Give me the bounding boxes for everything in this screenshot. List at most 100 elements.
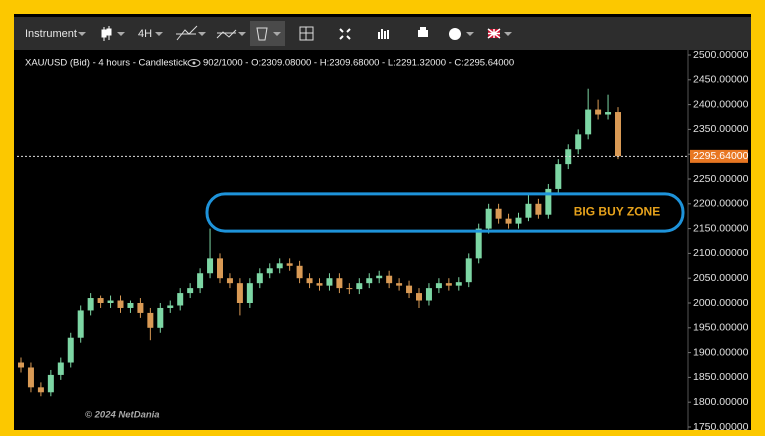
- volume-icon[interactable]: [378, 29, 389, 39]
- indicator-icon[interactable]: [176, 25, 198, 41]
- candle-body: [336, 278, 343, 289]
- candle-body: [465, 258, 472, 283]
- candle-body: [316, 283, 323, 286]
- candle-body: [366, 278, 373, 284]
- buy-zone: [205, 192, 685, 233]
- y-tick-label: 2400.00000: [693, 98, 749, 110]
- candle-body: [406, 285, 413, 294]
- dropdown-arrow: [155, 32, 163, 36]
- candle-body: [356, 283, 363, 290]
- study-icon[interactable]: [216, 29, 237, 39]
- y-tick-label: 2500.00000: [693, 49, 749, 61]
- candle-body: [207, 258, 214, 274]
- candle-body: [217, 258, 223, 279]
- candle-body: [515, 217, 522, 224]
- instrument-button[interactable]: Instrument: [25, 28, 77, 40]
- y-tick-label: 1900.00000: [693, 346, 749, 358]
- candle-body: [555, 164, 562, 189]
- print-icon[interactable]: [418, 27, 428, 37]
- flag-cross: [487, 28, 501, 39]
- candle-body: [615, 112, 621, 157]
- buy-zone-label: BIG BUY ZONE: [574, 205, 660, 219]
- dropdown-arrow: [198, 32, 206, 36]
- candle-body: [435, 283, 442, 289]
- candle-body: [455, 282, 462, 286]
- candle-body: [256, 273, 263, 284]
- dropdown-arrow: [78, 32, 86, 36]
- y-tick-label: 2350.00000: [693, 123, 749, 135]
- candle-body: [27, 367, 34, 388]
- fullscreen-icon[interactable]: [339, 28, 351, 40]
- candle-body: [505, 218, 512, 224]
- candle-body: [425, 288, 432, 301]
- candle-body: [276, 263, 283, 269]
- candle-body: [575, 134, 582, 150]
- candle-body: [525, 203, 532, 218]
- candle-body: [77, 310, 84, 338]
- y-tick-label: 2200.00000: [693, 198, 749, 210]
- y-tick-label: 1750.00000: [693, 421, 749, 433]
- candle-body: [475, 228, 482, 259]
- candle-body: [246, 283, 253, 303]
- candle-body: [445, 283, 452, 286]
- candle-body: [226, 278, 233, 284]
- y-tick-label: 1800.00000: [693, 396, 749, 408]
- candle-body: [565, 149, 572, 165]
- last-price-label: 2295.64000: [693, 150, 749, 162]
- dropdown-arrow: [466, 32, 474, 36]
- candle-body: [266, 268, 273, 274]
- candle-body: [57, 362, 64, 375]
- candle-body: [545, 188, 552, 215]
- eye-icon[interactable]: [187, 59, 201, 67]
- candle-body: [197, 273, 204, 289]
- candle-body: [605, 112, 612, 115]
- candle-body: [87, 298, 94, 311]
- dropdown-arrow: [238, 32, 246, 36]
- candle-body: [67, 337, 74, 363]
- theme-icon[interactable]: [449, 28, 461, 40]
- y-tick-label: 1850.00000: [693, 371, 749, 383]
- candle-icon[interactable]: [101, 26, 112, 41]
- candle-body: [296, 265, 303, 279]
- candle-body: [117, 300, 124, 308]
- interval-button[interactable]: 4H: [138, 28, 152, 40]
- candle-body: [585, 109, 592, 135]
- candle-body: [236, 283, 243, 303]
- candle-body: [127, 303, 134, 308]
- candle-body: [177, 293, 184, 306]
- candle-body: [326, 278, 333, 286]
- candle-body: [97, 298, 104, 303]
- layout-icon[interactable]: [299, 26, 314, 41]
- copyright: © 2024 NetDania: [85, 410, 160, 421]
- y-tick-label: 2250.00000: [693, 173, 749, 185]
- draw-tool-active[interactable]: [250, 21, 285, 46]
- chart-subtitle: 902/1000 - O:2309.08000 - H:2309.68000 -…: [203, 58, 514, 69]
- y-tick-label: 2050.00000: [693, 272, 749, 284]
- candle-body: [396, 283, 403, 286]
- dropdown-arrow: [273, 32, 281, 36]
- candle-body: [157, 307, 164, 328]
- candle-body: [386, 275, 393, 284]
- candle-body: [485, 208, 492, 229]
- draw-icon: [256, 27, 268, 41]
- dropdown-arrow: [504, 32, 512, 36]
- candle-body: [306, 278, 313, 284]
- last-price-box: [690, 149, 748, 163]
- candle-body: [167, 305, 174, 308]
- y-tick-label: 1950.00000: [693, 322, 749, 334]
- candle-body: [286, 263, 293, 266]
- chart-title: XAU/USD (Bid) - 4 hours - Candlestick: [25, 58, 188, 69]
- candle-body: [37, 387, 44, 393]
- candle-body: [107, 300, 114, 303]
- candle-body: [416, 293, 422, 301]
- candle-body: [495, 208, 502, 219]
- y-tick-label: 2450.00000: [693, 74, 749, 86]
- candle-body: [137, 303, 144, 313]
- candle-body: [376, 275, 383, 279]
- candle-body: [147, 312, 154, 328]
- candle-body: [187, 288, 194, 294]
- panel: [14, 14, 751, 430]
- dropdown-arrow: [117, 32, 125, 36]
- candle-body: [47, 374, 54, 393]
